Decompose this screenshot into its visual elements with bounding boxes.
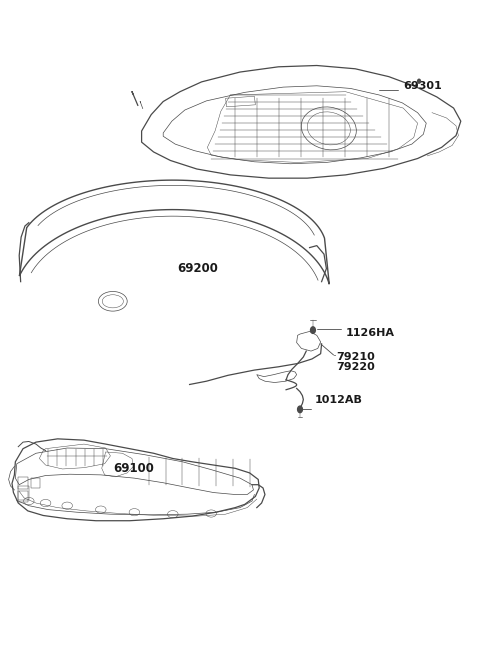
Text: 1126HA: 1126HA: [346, 328, 395, 338]
Text: 1012AB: 1012AB: [314, 394, 362, 405]
Bar: [31, 478, 40, 488]
Circle shape: [418, 79, 420, 83]
Text: 69301: 69301: [403, 81, 442, 92]
Circle shape: [311, 327, 315, 333]
Text: 69100: 69100: [113, 462, 154, 475]
Text: 79210: 79210: [336, 352, 375, 362]
Bar: [18, 477, 28, 489]
Circle shape: [298, 406, 302, 413]
Text: 79220: 79220: [336, 362, 375, 372]
Bar: [18, 491, 28, 502]
Bar: [18, 486, 29, 500]
Text: 69200: 69200: [178, 262, 218, 275]
